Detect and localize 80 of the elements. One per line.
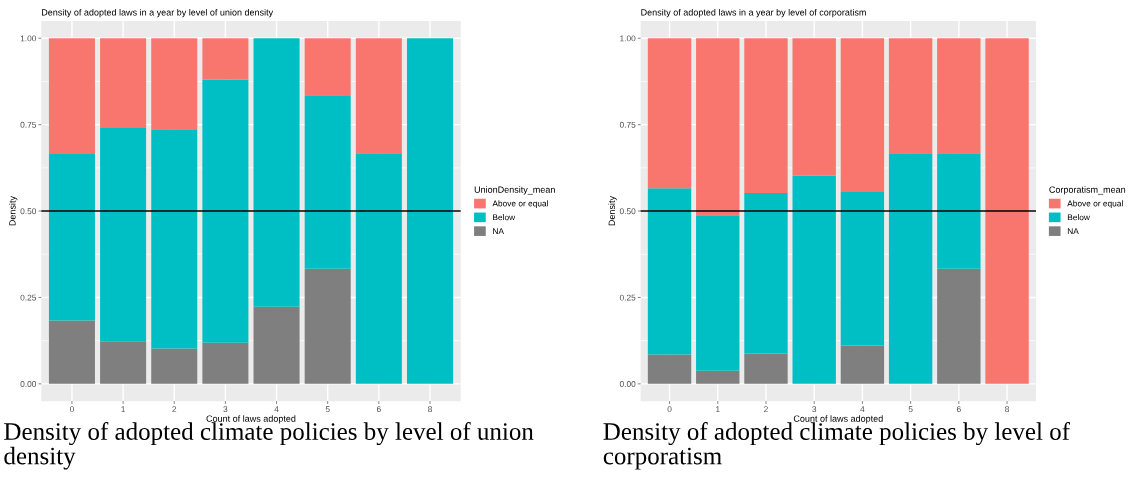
legend-title: Corporatism_mean	[1049, 186, 1126, 195]
bar	[792, 175, 836, 384]
x-tick-label: 1	[121, 406, 126, 413]
x-tick-label: 1	[716, 406, 720, 413]
legend-label: Below	[493, 214, 516, 221]
bar	[202, 38, 249, 80]
bar	[151, 348, 198, 384]
y-tick-label: 0.00	[619, 381, 636, 387]
bar	[355, 38, 402, 154]
bar	[100, 38, 147, 129]
bar	[937, 268, 981, 384]
bar	[647, 188, 692, 355]
y-tick-label: 0.75	[20, 121, 37, 128]
x-tick-label: 0	[667, 406, 672, 413]
bar	[304, 95, 351, 269]
legend-label: Above or equal	[1067, 200, 1123, 209]
bar	[100, 128, 147, 342]
legend-label: NA	[493, 228, 504, 234]
x-tick-label: 5	[325, 406, 330, 413]
y-tick-label: 0.75	[619, 121, 636, 128]
chart-title: Density of adopted laws in a year by level of corporatism	[641, 8, 866, 18]
x-tick-label: 3	[223, 406, 228, 413]
bar	[840, 38, 885, 193]
bar	[406, 38, 454, 384]
bar	[744, 38, 788, 194]
bar	[937, 38, 981, 154]
y-tick-label: 0.25	[619, 294, 636, 301]
bar	[202, 342, 249, 384]
y-tick-label: 0.50	[619, 208, 636, 215]
text: Density of adopted climate policies by level of corporatism	[603, 422, 1071, 470]
chart-title: Density of adopted laws in a year by level of union density	[42, 8, 274, 18]
bar	[151, 129, 198, 349]
bar	[840, 192, 885, 346]
bar	[647, 38, 692, 189]
bar	[888, 153, 933, 384]
bar	[253, 38, 300, 307]
bar	[202, 79, 249, 343]
y-axis-title: Density	[8, 196, 18, 226]
bar	[985, 38, 1029, 384]
bar	[696, 38, 740, 216]
x-tick-label: 6	[956, 406, 961, 413]
bar	[304, 268, 351, 384]
bar	[888, 38, 933, 154]
bar	[355, 153, 402, 384]
y-tick-label: 0.50	[20, 208, 37, 215]
bar	[744, 353, 788, 384]
x-tick-label: 8	[1005, 406, 1010, 413]
x-tick-label: 4	[274, 406, 279, 413]
bar	[48, 38, 95, 155]
y-tick-label: 1.00	[620, 35, 636, 42]
y-axis-title: Density	[608, 196, 617, 226]
legend-title: UnionDensity_mean	[474, 186, 555, 195]
x-tick-label: 2	[172, 406, 177, 413]
text: Density of adopted climate policies by level of union density	[4, 422, 534, 470]
bar	[48, 320, 95, 384]
y-tick-label: 1.00	[20, 35, 37, 42]
x-tick-label: 0	[69, 406, 74, 413]
bar	[151, 38, 198, 130]
bar	[792, 38, 836, 176]
bar	[840, 345, 885, 384]
bar	[647, 354, 692, 384]
legend-label: Above or equal	[492, 200, 548, 209]
y-tick-label: 0.00	[20, 381, 37, 387]
bar	[100, 341, 147, 384]
x-tick-label: 6	[376, 406, 381, 413]
y-tick-label: 0.25	[20, 294, 37, 301]
x-tick-label: 5	[908, 406, 913, 413]
bar	[744, 193, 788, 354]
bar	[937, 153, 981, 269]
bar	[253, 306, 300, 384]
x-tick-label: 2	[764, 406, 768, 413]
legend-label: Below	[1067, 214, 1090, 221]
x-tick-label: 8	[428, 406, 432, 413]
x-tick-label: 4	[860, 406, 865, 413]
x-tick-label: 3	[812, 406, 817, 413]
legend-label: NA	[1067, 228, 1079, 234]
bar	[48, 154, 95, 321]
bar	[696, 215, 740, 371]
bar	[304, 38, 351, 96]
bar	[696, 370, 740, 384]
